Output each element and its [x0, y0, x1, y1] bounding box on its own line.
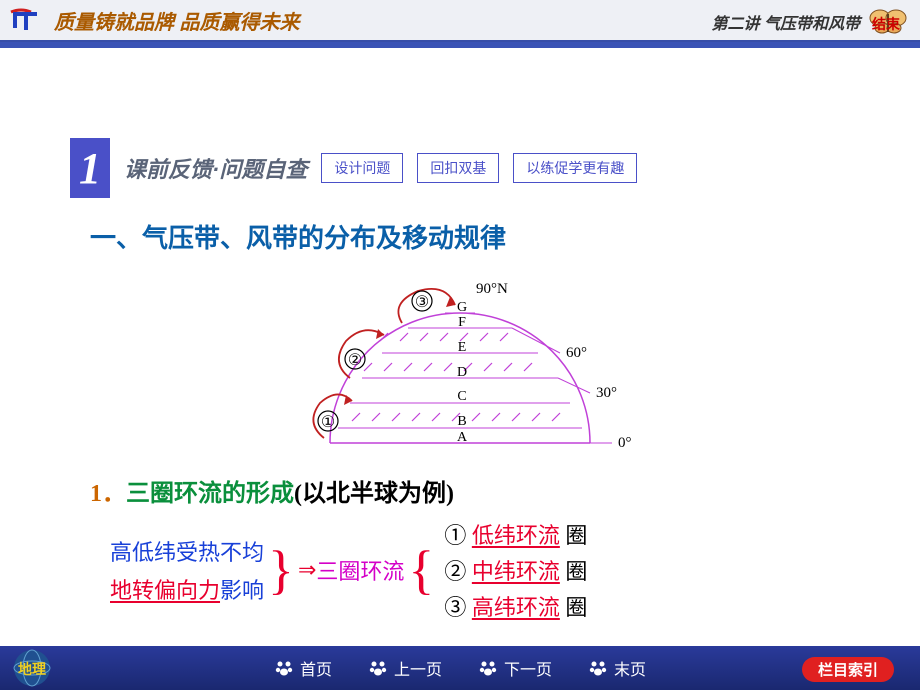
nav-home[interactable]: 首页 — [274, 656, 332, 680]
brand-logo — [8, 5, 44, 35]
cell-1-label: ① — [321, 414, 335, 431]
cell-row-1: ① 低纬环流 圈 — [444, 518, 587, 550]
cause-1: 高低纬受热不均 — [110, 535, 264, 567]
cell-row-3: ③ 高纬环流 圈 — [444, 590, 587, 622]
svg-text:F: F — [458, 315, 466, 330]
svg-text:C: C — [457, 389, 466, 404]
top-header: 质量铸就品牌 品质赢得未来 第二讲 气压带和风带 结束 — [0, 0, 920, 42]
btn-design-question[interactable]: 设计问题 — [321, 153, 403, 183]
sub-green: 三圈环流的形成 — [126, 481, 294, 507]
paw-icon — [274, 659, 294, 677]
section-title: 课前反馈·问题自查 — [124, 152, 307, 184]
cause-2: 地转偏向力影响 — [110, 573, 264, 605]
lecture-title: 第二讲 气压带和风带 — [712, 10, 860, 34]
paw-icon — [588, 659, 608, 677]
arrow-icon: ⇒ — [298, 557, 316, 583]
formula-right: ① 低纬环流 圈 ② 中纬环流 圈 ③ 高纬环流 圈 — [444, 518, 587, 622]
paw-icon — [368, 659, 388, 677]
paw-icon — [478, 659, 498, 677]
right-bracket-icon: } — [268, 543, 294, 597]
hemisphere-diagram: ① ② ③ 90°N 60° 30° 0° G F E D C B A — [250, 263, 670, 463]
lat-60: 60° — [566, 345, 587, 361]
svg-text:E: E — [458, 340, 467, 355]
cell-2-label: ② — [348, 352, 362, 369]
cell-3-label: ③ — [415, 294, 429, 311]
sub-num: 1． — [90, 481, 126, 507]
end-label[interactable]: 结束 — [872, 14, 900, 34]
globe-icon: 地理 — [10, 648, 54, 688]
lat-30: 30° — [596, 385, 617, 401]
formula-left: 高低纬受热不均 地转偏向力影响 — [110, 535, 264, 605]
btn-practice[interactable]: 以练促学更有趣 — [513, 153, 637, 183]
sub-heading: 1．三圈环流的形成(以北半球为例) — [90, 473, 870, 508]
svg-text:A: A — [457, 430, 468, 445]
footer-bar: 地理 首页 上一页 下一页 末页 栏目索引 — [0, 646, 920, 690]
slide-content: 1 课前反馈·问题自查 设计问题 回扣双基 以练促学更有趣 一、气压带、风带的分… — [0, 48, 920, 622]
svg-text:B: B — [457, 414, 466, 429]
btn-review-basics[interactable]: 回扣双基 — [417, 153, 499, 183]
left-brace-icon: { — [408, 543, 434, 597]
sub-plain: (以北半球为例) — [294, 481, 454, 507]
result-mid: 三圈环流 — [316, 554, 404, 586]
svg-text:G: G — [457, 300, 467, 315]
nav-prev[interactable]: 上一页 — [368, 656, 442, 680]
formula-row: 高低纬受热不均 地转偏向力影响 } ⇒ 三圈环流 { ① 低纬环流 圈 ② 中纬… — [110, 518, 870, 622]
nav-next[interactable]: 下一页 — [478, 656, 552, 680]
svg-text:地理: 地理 — [18, 661, 46, 677]
section-number: 1 — [70, 138, 110, 198]
index-button[interactable]: 栏目索引 — [802, 657, 894, 682]
cell-row-2: ② 中纬环流 圈 — [444, 554, 587, 586]
svg-text:D: D — [457, 365, 467, 380]
nav-last[interactable]: 末页 — [588, 656, 646, 680]
lat-90: 90°N — [476, 281, 508, 297]
main-heading: 一、气压带、风带的分布及移动规律 — [90, 218, 870, 255]
lat-0: 0° — [618, 435, 632, 451]
section-header: 1 课前反馈·问题自查 设计问题 回扣双基 以练促学更有趣 — [70, 138, 870, 198]
slogan-text: 质量铸就品牌 品质赢得未来 — [54, 6, 300, 35]
